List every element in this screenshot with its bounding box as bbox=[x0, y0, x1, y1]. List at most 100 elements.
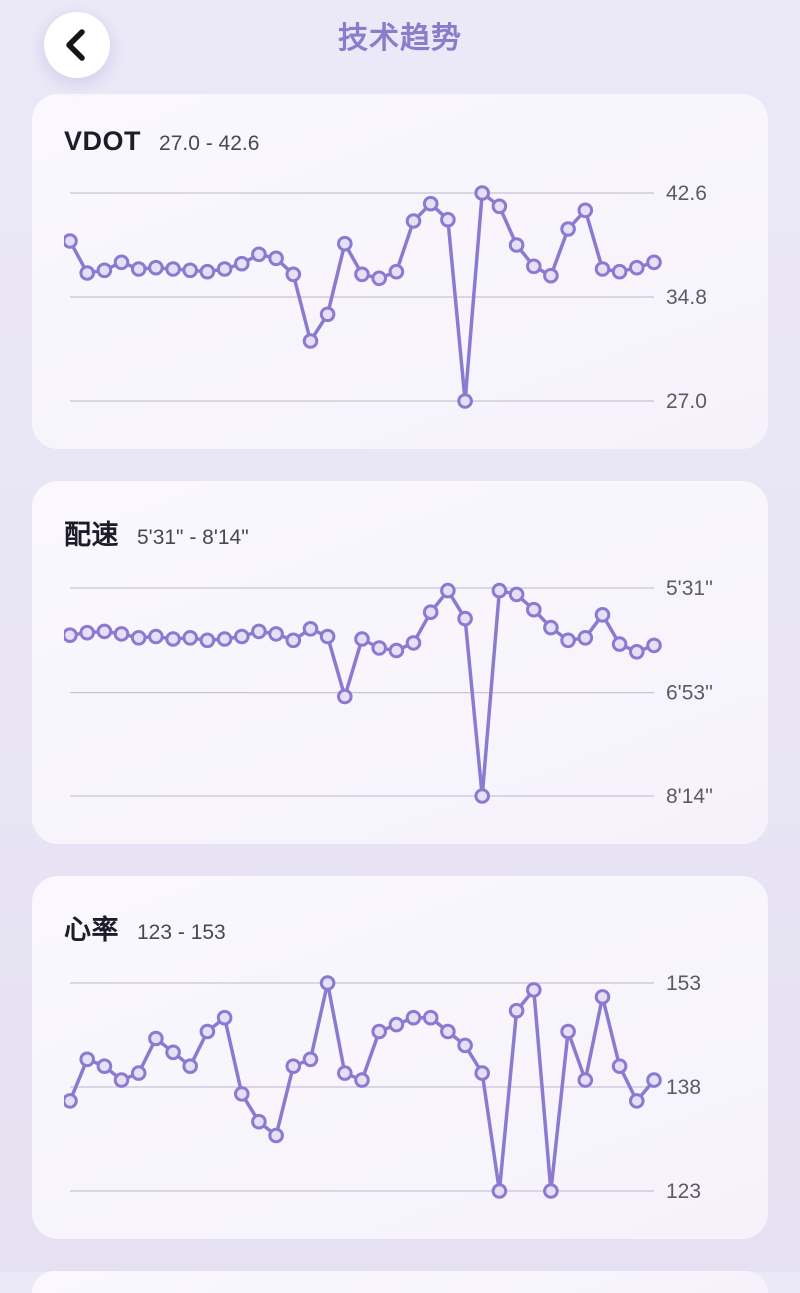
data-point-marker bbox=[646, 254, 662, 271]
chart-range: 27.0 - 42.6 bbox=[159, 132, 260, 155]
charts-list: VDOT 27.0 - 42.6 42.6 34.8 27.0 配速 5'31" -… bbox=[0, 92, 800, 1239]
data-point-marker bbox=[457, 1037, 473, 1054]
data-point-marker bbox=[543, 1183, 559, 1199]
data-point-marker bbox=[130, 1065, 147, 1081]
data-point-marker bbox=[560, 221, 576, 237]
data-point-marker bbox=[422, 1009, 439, 1026]
data-point-marker bbox=[629, 644, 645, 660]
data-point-marker bbox=[148, 628, 164, 645]
data-point-marker bbox=[285, 1058, 302, 1074]
data-point-marker bbox=[371, 640, 388, 656]
data-point-marker bbox=[611, 636, 628, 652]
data-point-marker bbox=[319, 975, 336, 991]
back-button[interactable] bbox=[44, 12, 110, 78]
data-point-marker bbox=[405, 213, 422, 229]
data-point-marker bbox=[388, 263, 405, 280]
data-point-marker bbox=[165, 261, 181, 277]
data-point-marker bbox=[543, 619, 559, 636]
axis-tick-label: 153 bbox=[666, 972, 701, 995]
header: 技术趋势 bbox=[0, 0, 800, 92]
data-point-marker bbox=[646, 637, 662, 654]
axis-tick-label: 5'31'' bbox=[666, 577, 713, 600]
data-point-marker bbox=[251, 623, 267, 640]
data-point-marker bbox=[79, 624, 96, 641]
data-point-marker bbox=[594, 261, 611, 277]
data-point-marker bbox=[474, 185, 491, 201]
data-point-marker bbox=[113, 626, 130, 642]
data-point-marker bbox=[319, 628, 336, 645]
heart-rate-line-chart: 153 138 123 bbox=[64, 972, 701, 1203]
data-point-marker bbox=[234, 1086, 250, 1102]
data-point-marker bbox=[302, 621, 319, 637]
chart-range: 5'31" - 8'14" bbox=[137, 526, 249, 549]
chart-card-header: VDOT 27.0 - 42.6 bbox=[64, 126, 736, 157]
data-point-marker bbox=[216, 1009, 233, 1026]
data-point-marker bbox=[251, 1113, 267, 1130]
data-point-marker bbox=[560, 632, 576, 649]
chart-card-header: 心率 123 - 153 bbox=[64, 908, 736, 947]
axis-tick-label: 34.8 bbox=[666, 286, 707, 309]
data-point-marker bbox=[302, 333, 319, 349]
data-point-marker bbox=[216, 631, 233, 647]
series-line bbox=[68, 588, 656, 798]
data-point-marker bbox=[508, 237, 525, 253]
data-point-marker bbox=[199, 1023, 216, 1040]
data-point-marker bbox=[79, 265, 96, 281]
data-point-marker bbox=[268, 1127, 284, 1144]
chart-title: 配速 bbox=[64, 520, 119, 550]
data-point-marker bbox=[199, 263, 216, 280]
axis-tick-label: 42.6 bbox=[666, 182, 707, 205]
data-point-marker bbox=[594, 989, 611, 1005]
data-point-marker bbox=[440, 211, 456, 228]
data-point-marker bbox=[422, 195, 439, 212]
data-point-marker bbox=[354, 1072, 370, 1088]
data-point-marker bbox=[337, 1065, 353, 1081]
data-point-marker bbox=[96, 623, 113, 640]
pace-line-chart: 5'31'' 6'53'' 8'14'' bbox=[64, 577, 713, 808]
chart-range: 123 - 153 bbox=[137, 921, 226, 944]
data-point-marker bbox=[457, 610, 473, 627]
data-point-marker bbox=[251, 246, 267, 263]
data-point-marker bbox=[388, 1016, 405, 1033]
data-point-marker bbox=[148, 1030, 164, 1047]
data-point-marker bbox=[182, 1058, 198, 1074]
axis-tick-label: 123 bbox=[666, 1180, 701, 1203]
data-point-marker bbox=[319, 306, 336, 323]
chart-title: VDOT bbox=[64, 126, 142, 156]
data-point-marker bbox=[64, 627, 78, 643]
data-point-marker bbox=[611, 263, 628, 280]
data-point-marker bbox=[491, 198, 508, 215]
chart-card-vdot: VDOT 27.0 - 42.6 42.6 34.8 27.0 bbox=[32, 94, 768, 449]
data-point-marker bbox=[577, 630, 594, 646]
data-point-marker bbox=[440, 1023, 456, 1040]
data-point-marker bbox=[148, 259, 164, 276]
data-point-marker bbox=[474, 788, 491, 804]
data-point-marker bbox=[234, 628, 250, 645]
data-point-marker bbox=[337, 688, 353, 705]
data-point-marker bbox=[405, 1009, 422, 1026]
data-point-marker bbox=[526, 601, 542, 618]
data-point-marker bbox=[526, 982, 542, 998]
chart-card-header: 配速 5'31" - 8'14" bbox=[64, 513, 736, 552]
next-card-peek bbox=[32, 1271, 768, 1293]
data-point-marker bbox=[182, 630, 198, 646]
page-title: 技术趋势 bbox=[338, 22, 462, 55]
axis-tick-label: 27.0 bbox=[666, 390, 707, 413]
axis-tick-label: 8'14'' bbox=[666, 785, 713, 808]
data-point-marker bbox=[526, 258, 542, 275]
data-point-marker bbox=[199, 632, 216, 649]
data-point-marker bbox=[354, 266, 370, 283]
chevron-left-icon bbox=[66, 29, 85, 61]
data-point-marker bbox=[560, 1023, 576, 1040]
data-point-marker bbox=[216, 261, 233, 277]
data-point-marker bbox=[405, 635, 422, 651]
data-point-marker bbox=[629, 259, 645, 276]
data-point-marker bbox=[629, 1093, 645, 1109]
chart-title: 心率 bbox=[64, 915, 119, 945]
data-point-marker bbox=[354, 631, 370, 647]
data-point-marker bbox=[130, 261, 147, 277]
data-point-marker bbox=[268, 250, 284, 267]
data-point-marker bbox=[388, 642, 405, 659]
data-point-marker bbox=[594, 607, 611, 623]
